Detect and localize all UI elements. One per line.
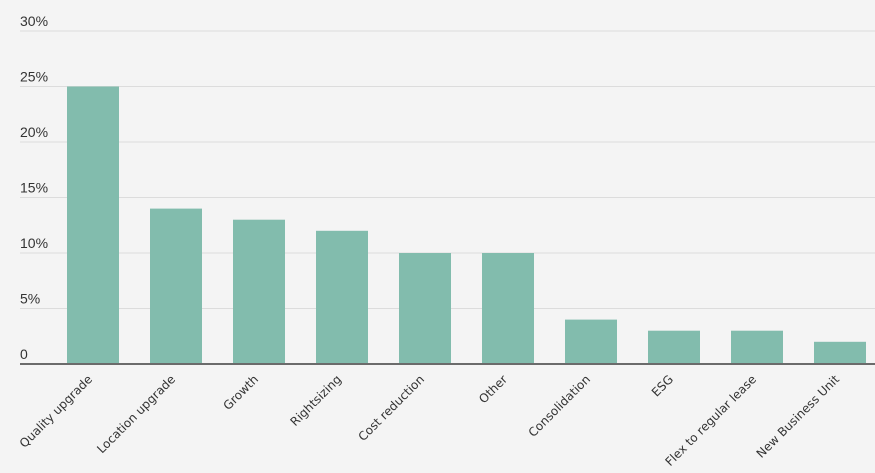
y-tick-label: 5% xyxy=(20,291,40,307)
y-tick-label: 25% xyxy=(20,69,48,85)
y-tick-label: 0 xyxy=(20,346,28,362)
y-tick-label: 10% xyxy=(20,235,48,251)
bar xyxy=(565,319,617,364)
bar xyxy=(482,253,534,364)
category-label: Other xyxy=(476,372,510,406)
bars xyxy=(67,86,866,364)
category-label: Growth xyxy=(221,372,262,413)
bar xyxy=(399,253,451,364)
category-label: Flex to regular lease xyxy=(663,372,760,469)
bar xyxy=(150,208,202,364)
y-tick-label: 30% xyxy=(20,13,48,29)
bar xyxy=(233,219,285,364)
category-label: New Business Unit xyxy=(754,372,843,461)
y-tick-label: 15% xyxy=(20,180,48,196)
bar xyxy=(316,230,368,364)
bar xyxy=(67,86,119,364)
category-label: Consolidation xyxy=(526,372,594,440)
x-axis-labels: Quality upgrade Location upgrade Growth Rig… xyxy=(17,372,843,469)
bar xyxy=(648,330,700,364)
bar xyxy=(814,341,866,364)
category-label: Rightsizing xyxy=(288,372,345,429)
category-label: Quality upgrade xyxy=(17,372,95,450)
category-label: Cost reduction xyxy=(355,372,427,444)
bar xyxy=(731,330,783,364)
category-label: Location upgrade xyxy=(94,372,178,456)
category-label: ESG xyxy=(649,372,676,399)
y-axis-ticks: 0 5% 10% 15% 20% 25% 30% xyxy=(20,13,48,362)
y-tick-label: 20% xyxy=(20,124,48,140)
